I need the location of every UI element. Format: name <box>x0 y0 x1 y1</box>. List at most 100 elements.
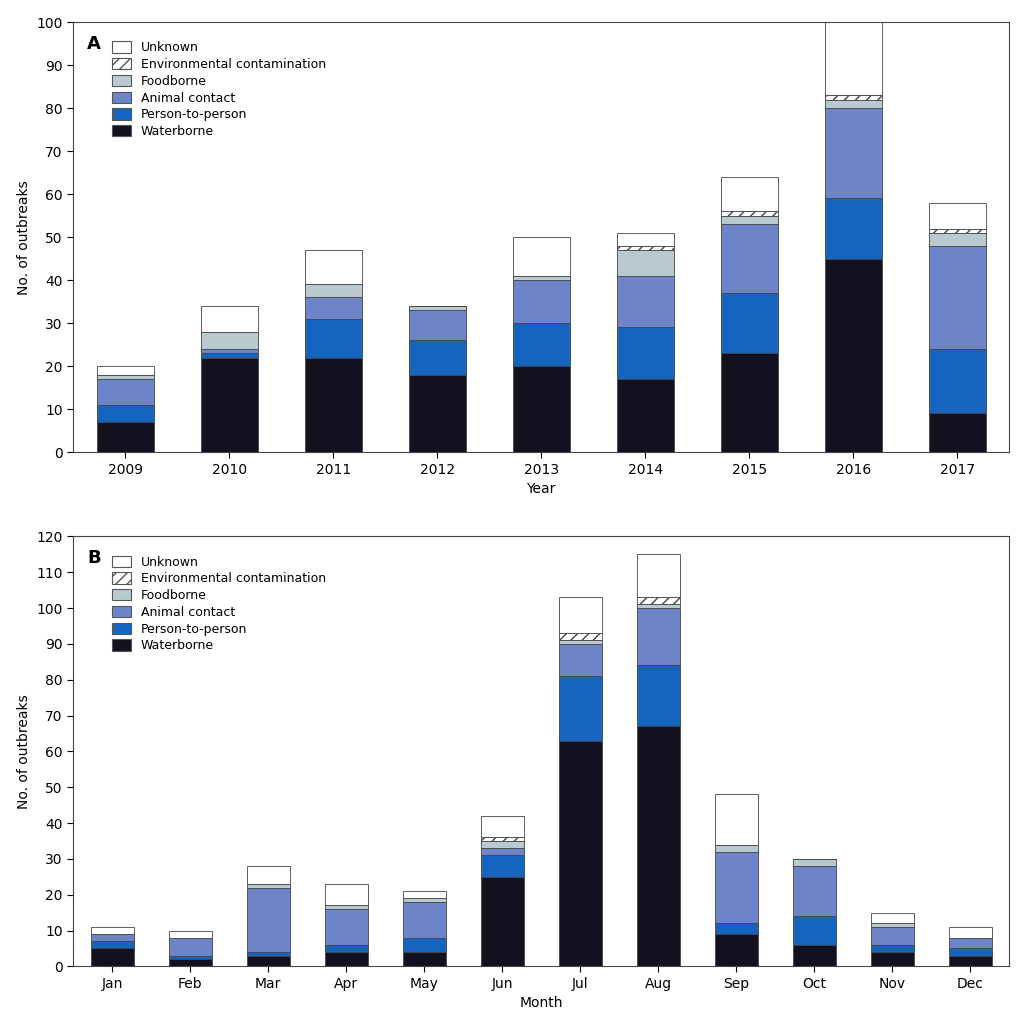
Bar <box>559 644 601 676</box>
Bar <box>90 927 133 935</box>
Legend: Unknown, Environmental contamination, Foodborne, Animal contact, Person-to-perso: Unknown, Environmental contamination, Fo… <box>112 556 326 652</box>
Bar <box>513 276 569 280</box>
Y-axis label: No. of outbreaks: No. of outbreaks <box>16 694 31 808</box>
Bar <box>305 298 362 318</box>
Bar <box>929 229 986 233</box>
Bar <box>246 866 289 884</box>
Bar <box>559 633 601 640</box>
Bar <box>720 216 778 224</box>
Bar <box>513 324 569 367</box>
Bar <box>793 859 836 866</box>
Bar <box>200 357 258 452</box>
Bar <box>637 605 679 608</box>
Bar <box>403 899 445 902</box>
Bar <box>637 598 679 605</box>
Bar <box>481 855 523 877</box>
Bar <box>793 866 836 916</box>
Bar <box>825 259 882 452</box>
Bar <box>403 938 445 952</box>
Bar <box>715 794 758 844</box>
Bar <box>481 848 523 855</box>
Bar <box>715 844 758 851</box>
Bar <box>403 952 445 966</box>
Bar <box>200 306 258 332</box>
Bar <box>408 375 466 452</box>
Bar <box>637 726 679 966</box>
Bar <box>617 328 674 379</box>
Text: A: A <box>87 35 101 53</box>
Bar <box>200 349 258 353</box>
Bar <box>929 349 986 414</box>
Bar <box>871 945 914 952</box>
Bar <box>325 945 367 952</box>
Bar <box>481 877 523 966</box>
Bar <box>617 245 674 250</box>
Bar <box>949 927 992 938</box>
Bar <box>408 340 466 375</box>
Bar <box>637 665 679 726</box>
Bar <box>513 280 569 324</box>
Bar <box>871 952 914 966</box>
Bar <box>305 250 362 284</box>
Bar <box>559 640 601 644</box>
Legend: Unknown, Environmental contamination, Foodborne, Animal contact, Person-to-perso: Unknown, Environmental contamination, Fo… <box>112 41 326 138</box>
Bar <box>305 284 362 298</box>
Bar <box>929 202 986 229</box>
Bar <box>720 293 778 353</box>
Bar <box>513 367 569 452</box>
Bar <box>403 902 445 938</box>
Bar <box>720 353 778 452</box>
Bar <box>200 353 258 357</box>
Bar <box>513 237 569 276</box>
Bar <box>793 945 836 966</box>
Bar <box>825 100 882 108</box>
Bar <box>96 422 154 452</box>
Bar <box>408 310 466 340</box>
Bar <box>715 923 758 935</box>
Bar <box>96 405 154 422</box>
Bar <box>617 233 674 245</box>
Bar <box>929 245 986 349</box>
Bar <box>168 938 211 955</box>
Bar <box>246 952 289 955</box>
Bar <box>168 930 211 938</box>
Bar <box>617 276 674 328</box>
Bar <box>408 306 466 310</box>
Bar <box>325 952 367 966</box>
Bar <box>715 851 758 923</box>
Bar <box>825 96 882 100</box>
Bar <box>481 837 523 841</box>
Bar <box>96 367 154 375</box>
Bar <box>90 942 133 949</box>
Bar <box>325 909 367 945</box>
Bar <box>246 887 289 952</box>
Bar <box>168 955 211 959</box>
Bar <box>715 935 758 966</box>
Bar <box>617 250 674 276</box>
Bar <box>637 608 679 665</box>
Bar <box>617 379 674 452</box>
Bar <box>720 224 778 293</box>
Bar <box>90 935 133 942</box>
Bar <box>720 177 778 212</box>
Bar <box>246 884 289 887</box>
Bar <box>481 815 523 837</box>
X-axis label: Year: Year <box>526 482 556 496</box>
Text: B: B <box>87 549 101 567</box>
Bar <box>559 598 601 633</box>
Bar <box>825 198 882 259</box>
Bar <box>96 375 154 379</box>
Bar <box>559 740 601 966</box>
Bar <box>793 916 836 945</box>
Bar <box>825 23 882 96</box>
Bar <box>871 923 914 927</box>
Bar <box>246 955 289 966</box>
Bar <box>200 332 258 349</box>
Bar <box>559 676 601 740</box>
Bar <box>949 938 992 949</box>
Bar <box>929 414 986 452</box>
Bar <box>305 357 362 452</box>
Bar <box>325 906 367 909</box>
Bar <box>481 841 523 848</box>
Bar <box>637 555 679 598</box>
